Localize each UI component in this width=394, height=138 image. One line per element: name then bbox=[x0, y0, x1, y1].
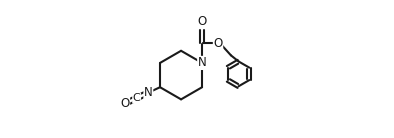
Text: C: C bbox=[133, 93, 141, 103]
Text: N: N bbox=[198, 56, 206, 69]
Text: O: O bbox=[120, 97, 130, 110]
Text: O: O bbox=[214, 37, 223, 50]
Text: N: N bbox=[144, 86, 153, 99]
Text: O: O bbox=[197, 15, 207, 28]
